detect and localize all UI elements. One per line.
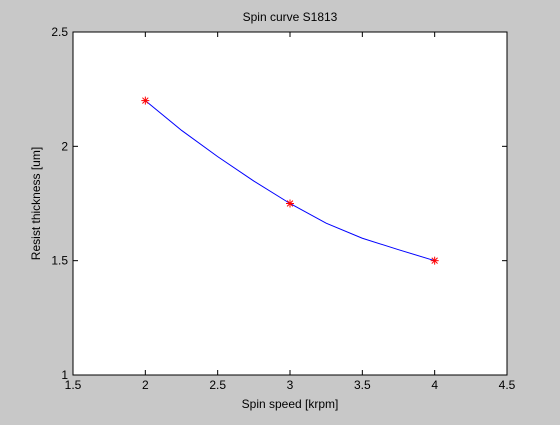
tick-group [72, 31, 508, 376]
y-tick-label: 1 [61, 368, 68, 382]
data-point-marker [430, 256, 439, 265]
x-axis-label: Spin speed [krpm] [242, 397, 339, 411]
y-tick-label: 1.5 [51, 254, 68, 268]
x-tick-label: 2.5 [209, 378, 226, 392]
x-tick-label: 4 [431, 378, 438, 392]
x-tick-label: 3 [287, 378, 294, 392]
y-tick-label: 2.5 [51, 25, 68, 39]
x-tick-label: 4.5 [499, 378, 516, 392]
series-layer [141, 96, 439, 265]
tick-label-group: 1.5 2 2.5 3 3.5 4 4.511.522.5 [51, 25, 515, 392]
chart-title: Spin curve S1813 [243, 10, 338, 24]
data-point-marker [141, 96, 150, 105]
x-tick-label: 2 [142, 378, 149, 392]
data-point-marker [286, 199, 294, 208]
x-tick-label: 3.5 [354, 378, 371, 392]
x-tick-label: 1.5 [65, 378, 82, 392]
y-tick-label: 2 [61, 139, 68, 153]
y-axis-label: Resist thickness [um] [29, 147, 43, 260]
